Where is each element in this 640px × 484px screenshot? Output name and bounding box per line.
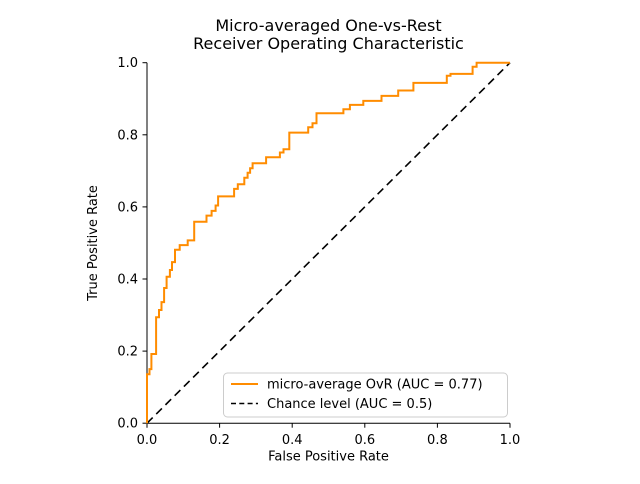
micro-average-roc-curve <box>146 61 510 424</box>
x-tick-label: 0.8 <box>427 433 448 448</box>
y-tick-label: 1.0 <box>117 56 138 71</box>
x-axis-label: False Positive Rate <box>268 450 389 465</box>
chance-level-line <box>146 62 511 424</box>
x-axis-ticks: 0.0 0.2 0.4 0.6 0.8 1.0 <box>137 423 521 448</box>
legend-label-roc: micro-average OvR (AUC = 0.77) <box>267 378 483 393</box>
legend-label-chance: Chance level (AUC = 0.5) <box>267 397 432 412</box>
x-tick-label: 1.0 <box>500 433 521 448</box>
y-axis-label: True Positive Rate <box>86 185 101 302</box>
y-tick-label: 0.8 <box>117 128 138 143</box>
x-tick-label: 0.6 <box>354 433 375 448</box>
y-tick-label: 0.2 <box>117 345 138 360</box>
y-tick-label: 0.4 <box>117 273 138 288</box>
y-tick-label: 0.6 <box>117 200 138 215</box>
y-axis-ticks: 0.0 0.2 0.4 0.6 0.8 1.0 <box>117 56 147 432</box>
legend: micro-average OvR (AUC = 0.77) Chance le… <box>223 372 508 418</box>
x-tick-label: 0.0 <box>137 433 158 448</box>
x-tick-label: 0.4 <box>282 433 303 448</box>
chart-title-line-2: Receiver Operating Characteristic <box>193 34 464 53</box>
x-tick-label: 0.2 <box>209 433 230 448</box>
legend-box <box>223 372 508 418</box>
y-tick-label: 0.0 <box>117 417 138 432</box>
chart-title-line-1: Micro-averaged One-vs-Rest <box>215 16 441 35</box>
